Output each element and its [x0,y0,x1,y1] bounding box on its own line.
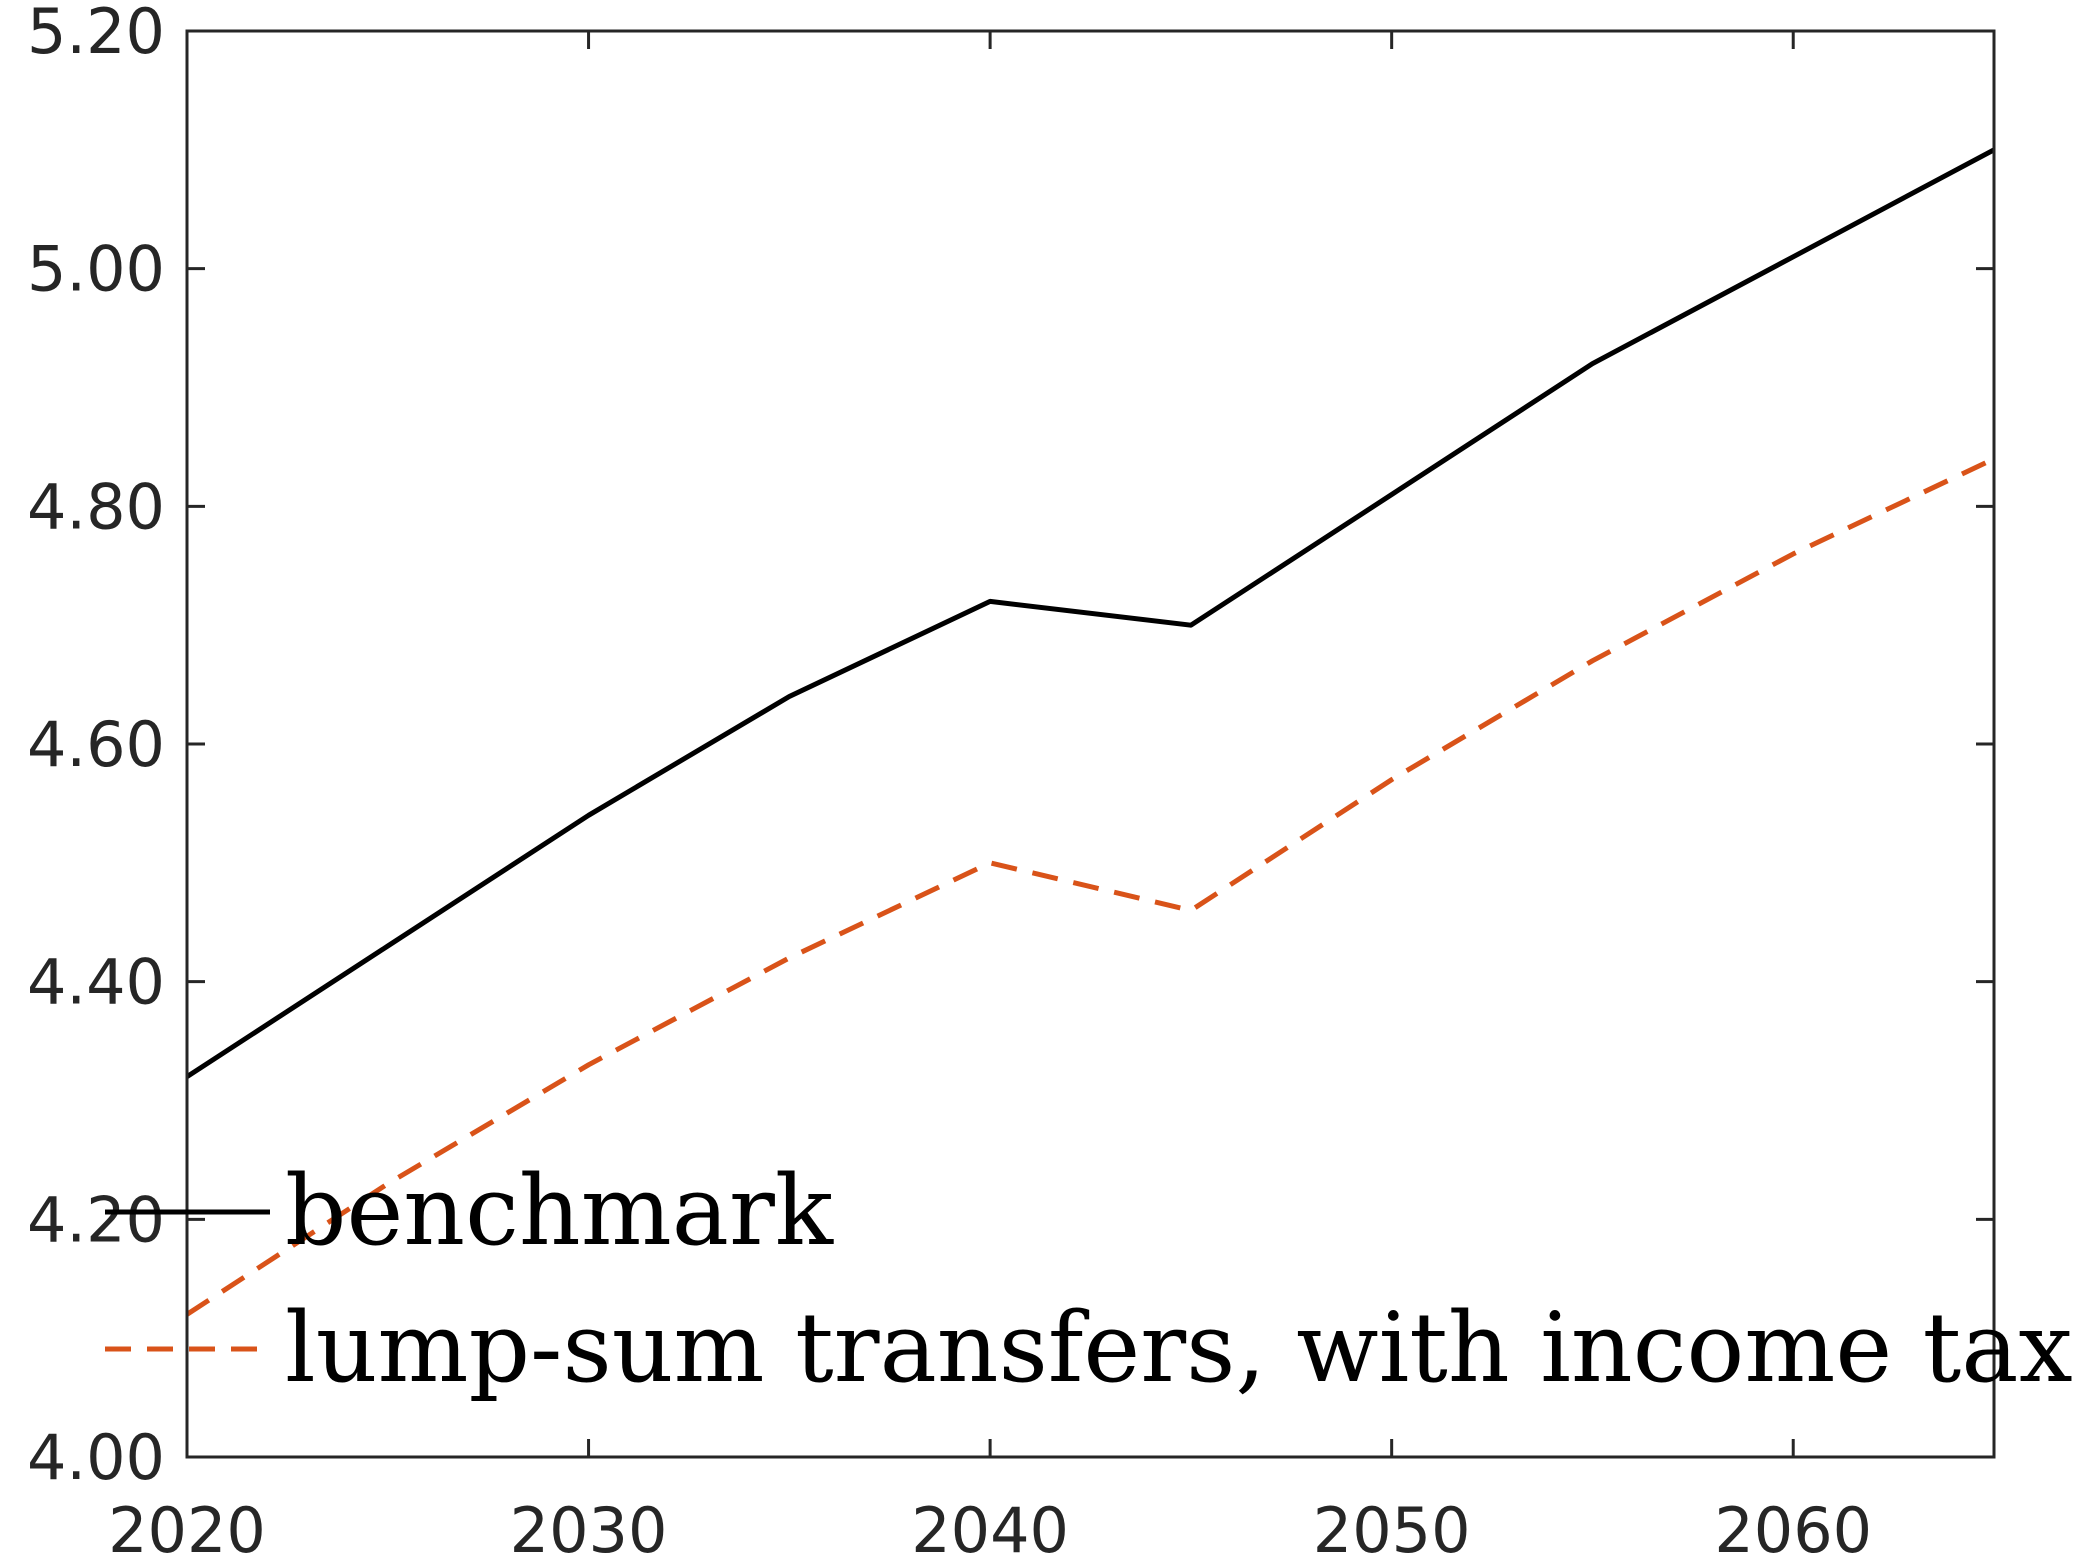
y-tick-label: 4.00 [27,1421,165,1494]
plot-frame [185,29,1996,1459]
series-line-benchmark [185,147,1996,1079]
legend-label-benchmark: benchmark [285,1155,834,1267]
y-tick-label: 4.20 [27,1183,165,1256]
x-tick-label: 2040 [911,1494,1069,1554]
y-tick-label: 4.80 [27,470,165,543]
y-tick-label: 4.60 [27,708,165,781]
x-axis-tick-labels: 2020 2030 2040 2050 2060 [108,1494,1872,1554]
x-tick-label: 2050 [1313,1494,1471,1554]
y-tick-label: 5.00 [27,233,165,306]
y-axis-tick-labels: 4.00 4.20 4.40 4.60 4.80 5.00 5.20 [27,0,165,1494]
y-tick-label: 4.40 [27,946,165,1019]
series-lines [185,147,1996,1317]
x-tick-label: 2060 [1714,1494,1872,1554]
x-tick-label: 2020 [108,1494,266,1554]
legend: benchmark lump-sum transfers, with incom… [105,1155,2073,1404]
series-line-lump-sum-transfers [185,456,1996,1317]
x-tick-label: 2030 [510,1494,668,1554]
y-tick-label: 5.20 [27,0,165,68]
plot-area [187,31,1994,1457]
legend-label-lump-sum-transfers: lump-sum transfers, with income tax [285,1292,2073,1404]
